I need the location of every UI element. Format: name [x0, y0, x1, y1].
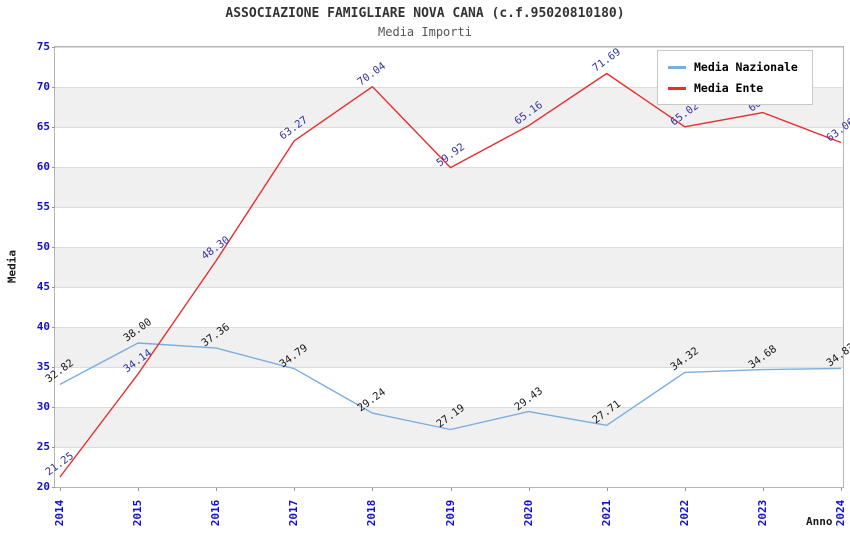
y-tick-label: 50 — [36, 240, 50, 253]
x-axis-title: Anno — [806, 515, 833, 528]
y-tick-mark — [52, 407, 55, 408]
line-chart — [59, 72, 842, 478]
y-tick-label: 75 — [36, 40, 50, 53]
legend-label: Media Ente — [694, 81, 764, 95]
y-tick-mark — [52, 327, 55, 328]
y-tick-label: 35 — [36, 360, 50, 373]
legend-item-media-nazionale: Media Nazionale — [668, 60, 812, 74]
y-axis-title: Media — [5, 249, 19, 284]
chart-subtitle: Media Importi — [378, 25, 472, 39]
legend: Media Nazionale Media Ente — [657, 50, 813, 105]
media-nazionale-line — [59, 342, 842, 431]
x-tick-mark — [528, 488, 530, 491]
y-tick-mark — [52, 247, 55, 248]
y-tick-label: 70 — [36, 80, 50, 93]
y-tick-label: 30 — [36, 400, 50, 413]
y-tick-mark — [52, 127, 55, 128]
y-tick-mark — [52, 367, 55, 368]
x-tick-label: 2014 — [53, 499, 66, 527]
y-tick-mark — [52, 287, 55, 288]
y-tick-label: 20 — [36, 480, 50, 493]
x-tick-mark — [216, 488, 218, 491]
legend-label: Media Nazionale — [694, 60, 798, 74]
y-tick-label: 55 — [36, 200, 50, 213]
y-tick-label: 45 — [36, 280, 50, 293]
x-tick-mark — [138, 488, 140, 491]
y-tick-mark — [52, 207, 55, 208]
y-tick-mark — [52, 47, 55, 48]
y-tick-mark — [52, 167, 55, 168]
x-tick-mark — [684, 488, 686, 491]
x-tick-mark — [294, 488, 296, 491]
x-tick-label: 2019 — [443, 499, 457, 527]
x-tick-mark — [606, 488, 608, 491]
x-tick-label: 2023 — [755, 499, 769, 527]
chart-title: ASSOCIAZIONE FAMIGLIARE NOVA CANA (c.f.9… — [225, 6, 625, 21]
y-tick-mark — [52, 487, 55, 488]
plot-area: 32.82 38.00 37.36 34.79 29.24 27.19 29.43 27.71… — [43, 46, 850, 488]
y-tick-label: 65 — [36, 120, 50, 133]
x-tick-mark — [60, 488, 61, 491]
y-tick-mark — [52, 447, 55, 448]
legend-item-media-ente: Media Ente — [668, 81, 812, 95]
x-tick-label: 2015 — [131, 499, 145, 527]
x-tick-label: 2021 — [599, 499, 613, 527]
x-tick-mark — [372, 488, 374, 491]
media-ente-swatch-icon — [668, 86, 686, 90]
media-nazionale-swatch-icon — [668, 65, 686, 69]
x-tick-label: 2020 — [521, 499, 535, 527]
x-tick-mark — [450, 488, 452, 491]
y-tick-mark — [52, 87, 55, 88]
x-tick-label: 2018 — [365, 499, 379, 527]
x-tick-label: 2017 — [287, 499, 301, 527]
x-tick-mark — [762, 488, 764, 491]
y-tick-label: 25 — [36, 440, 50, 453]
x-tick-label: 2022 — [677, 499, 691, 527]
x-tick-label: 2016 — [209, 499, 223, 527]
x-tick-mark — [841, 488, 842, 491]
y-tick-label: 60 — [36, 160, 50, 173]
media-ente-line — [59, 72, 842, 478]
y-tick-label: 40 — [36, 320, 50, 333]
x-tick-label: 2024 — [834, 499, 847, 527]
